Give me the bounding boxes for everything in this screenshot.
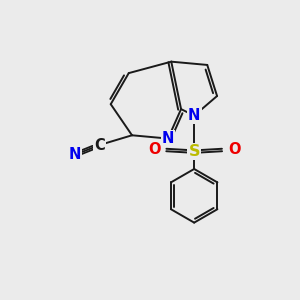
Text: N: N	[162, 131, 174, 146]
Text: N: N	[188, 108, 200, 123]
Text: S: S	[188, 144, 200, 159]
Text: O: O	[228, 142, 240, 158]
Text: C: C	[94, 138, 105, 153]
Text: N: N	[69, 147, 81, 162]
Text: O: O	[148, 142, 161, 158]
